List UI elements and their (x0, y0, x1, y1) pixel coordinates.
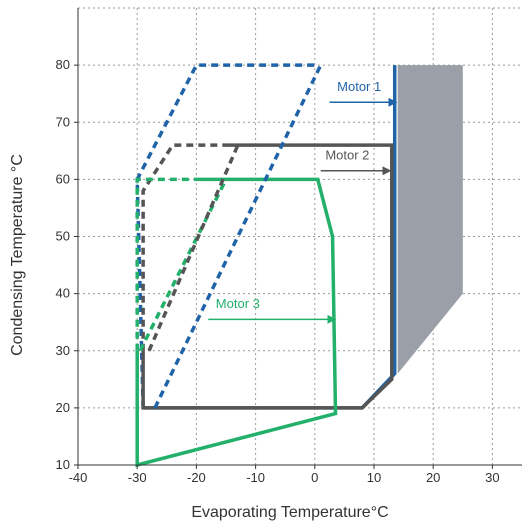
x-tick-label: 0 (311, 470, 318, 485)
axes: -40 -30 -20 -10 0 10 20 30 10 20 30 40 50 60 70 80 (56, 8, 522, 485)
callout-label: Motor 3 (216, 296, 260, 311)
y-tick-label: 80 (56, 57, 70, 72)
series-lines (135, 63, 397, 468)
series-line-motor-2 (141, 143, 226, 351)
y-tick-label: 60 (56, 171, 70, 186)
annotations: Motor 1 Motor 2 Motor 3 (208, 79, 398, 324)
y-tick-label: 70 (56, 114, 70, 129)
series-line-motor-2 (141, 143, 394, 410)
x-tick-label: -40 (69, 470, 88, 485)
series-line-motor-3 (138, 178, 228, 352)
series-line-motor-3 (135, 177, 338, 468)
x-tick-label: 30 (485, 470, 499, 485)
shaded-area (397, 65, 463, 374)
y-tick-label: 20 (56, 400, 70, 415)
y-tick-label: 40 (56, 286, 70, 301)
x-tick-label: -10 (246, 470, 265, 485)
x-tick-label: -30 (128, 470, 147, 485)
y-tick-label: 50 (56, 229, 70, 244)
x-tick-label: -20 (187, 470, 206, 485)
x-tick-label: 20 (426, 470, 440, 485)
x-axis-title: Evaporating Temperature°C (191, 504, 388, 521)
x-tick-label: 10 (367, 470, 381, 485)
callout-label: Motor 1 (337, 79, 381, 94)
y-tick-label: 10 (56, 457, 70, 472)
series-line-motor-1 (135, 63, 315, 408)
series-line-motor-2 (147, 144, 240, 352)
shaded-region (397, 65, 463, 374)
series-line-motor-3 (135, 177, 197, 351)
y-tick-label: 30 (56, 343, 70, 358)
y-axis-title: Condensing Temperature °C (9, 154, 26, 356)
callout-label: Motor 2 (325, 147, 369, 162)
series-line-motor-1 (153, 64, 323, 409)
